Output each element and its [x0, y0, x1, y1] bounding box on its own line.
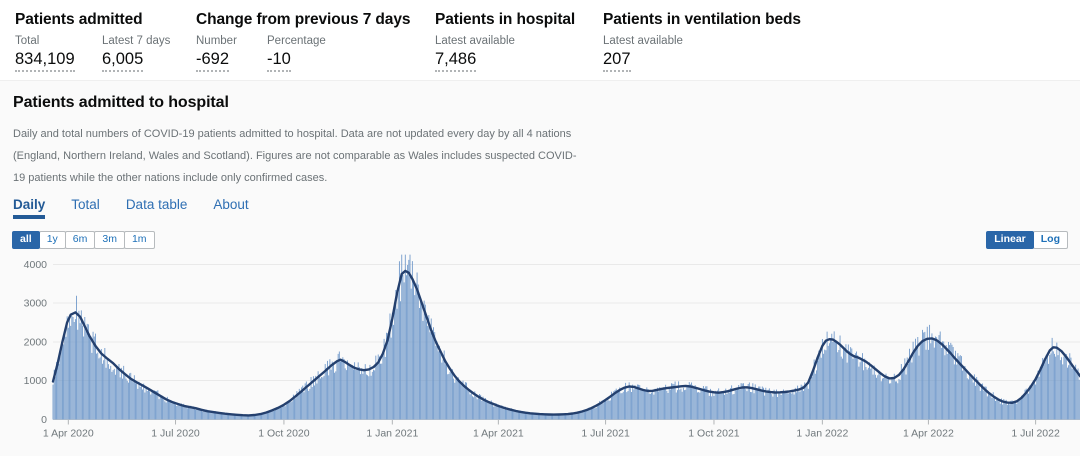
metric-value: -692: [196, 50, 230, 72]
metric-percentage: Percentage -10: [267, 35, 326, 72]
metric-latest-available: Latest available 7,486: [435, 35, 515, 72]
scale-button-log[interactable]: Log: [1032, 231, 1068, 249]
svg-text:1 Jan 2021: 1 Jan 2021: [366, 428, 418, 440]
tab-daily[interactable]: Daily: [13, 197, 46, 219]
metric-label: Latest 7 days: [102, 35, 171, 47]
tab-total[interactable]: Total: [71, 197, 100, 212]
chart-controls: all 1y 6m 3m 1m Linear Log: [12, 231, 1080, 250]
metric-value: 7,486: [435, 50, 477, 72]
svg-text:1 Apr 2021: 1 Apr 2021: [473, 428, 524, 440]
description-line: 19 patients while the other nations incl…: [13, 172, 328, 184]
stat-card-title: Change from previous 7 days: [196, 11, 411, 28]
svg-text:3000: 3000: [24, 298, 48, 310]
svg-text:1 Apr 2022: 1 Apr 2022: [903, 428, 954, 440]
metric-value: 6,005: [102, 50, 144, 72]
admissions-chart-svg[interactable]: 0 1000 2000 3000 4000 1 Apr 2020 1 Jul 2020 1 O…: [13, 252, 1080, 457]
scale-toggle: Linear Log: [986, 231, 1068, 249]
metric-label: Latest available: [435, 35, 515, 47]
time-range-selector: all 1y 6m 3m 1m: [12, 231, 155, 249]
metric-latest-available: Latest available 207: [603, 35, 683, 72]
chart-tabs: Daily Total Data table About: [13, 197, 1080, 219]
stat-card-title: Patients in hospital: [435, 11, 576, 28]
svg-text:1 Jul 2021: 1 Jul 2021: [581, 428, 630, 440]
svg-text:1000: 1000: [24, 375, 48, 387]
stat-card-patients-in-ventilation-beds: Patients in ventilation beds Latest avai…: [603, 9, 801, 80]
metric-total: Total 834,109: [15, 35, 96, 72]
svg-text:1 Oct 2021: 1 Oct 2021: [688, 428, 740, 440]
metric-number: Number -692: [196, 35, 261, 72]
svg-text:1 Jan 2022: 1 Jan 2022: [796, 428, 848, 440]
description-line: (England, Northern Ireland, Wales and Sc…: [13, 150, 577, 162]
description-line: Daily and total numbers of COVID-19 pati…: [13, 128, 572, 140]
tab-about[interactable]: About: [213, 197, 249, 212]
panel-description: Daily and total numbers of COVID-19 pati…: [13, 123, 1080, 189]
summary-stats: Patients admitted Total 834,109 Latest 7…: [0, 0, 1080, 80]
scale-button-linear[interactable]: Linear: [986, 231, 1034, 249]
range-button-3m[interactable]: 3m: [94, 231, 125, 249]
stat-card-title: Patients admitted: [15, 11, 143, 28]
stat-card-patients-admitted: Patients admitted Total 834,109 Latest 7…: [15, 9, 196, 80]
svg-text:4000: 4000: [24, 259, 48, 271]
metric-value: 834,109: [15, 50, 75, 72]
metric-value: -10: [267, 50, 291, 72]
admissions-chart[interactable]: 0 1000 2000 3000 4000 1 Apr 2020 1 Jul 2020 1 O…: [13, 252, 1080, 462]
range-button-6m[interactable]: 6m: [64, 231, 96, 249]
metric-label: Latest available: [603, 35, 683, 47]
range-button-1m[interactable]: 1m: [123, 231, 155, 249]
svg-text:2000: 2000: [24, 336, 48, 348]
metric-value: 207: [603, 50, 631, 72]
stat-card-patients-in-hospital: Patients in hospital Latest available 7,…: [435, 9, 603, 80]
svg-text:1 Apr 2020: 1 Apr 2020: [43, 428, 94, 440]
metric-latest-7-days: Latest 7 days 6,005: [102, 35, 170, 72]
range-button-1y[interactable]: 1y: [38, 231, 66, 249]
metric-label: Percentage: [267, 35, 326, 47]
svg-text:1 Jul 2020: 1 Jul 2020: [151, 428, 200, 440]
range-button-all[interactable]: all: [12, 231, 40, 249]
chart-panel: Patients admitted to hospital Daily and …: [0, 80, 1080, 456]
metric-label: Total: [15, 35, 40, 47]
tab-data-table[interactable]: Data table: [125, 197, 188, 212]
stat-card-change-previous-7-days: Change from previous 7 days Number -692 …: [196, 9, 435, 80]
metric-label: Number: [196, 35, 237, 47]
svg-text:1 Jul 2022: 1 Jul 2022: [1011, 428, 1060, 440]
stat-card-title: Patients in ventilation beds: [603, 11, 801, 28]
svg-text:0: 0: [41, 414, 47, 426]
panel-title: Patients admitted to hospital: [13, 94, 229, 111]
svg-text:1 Oct 2020: 1 Oct 2020: [258, 428, 310, 440]
